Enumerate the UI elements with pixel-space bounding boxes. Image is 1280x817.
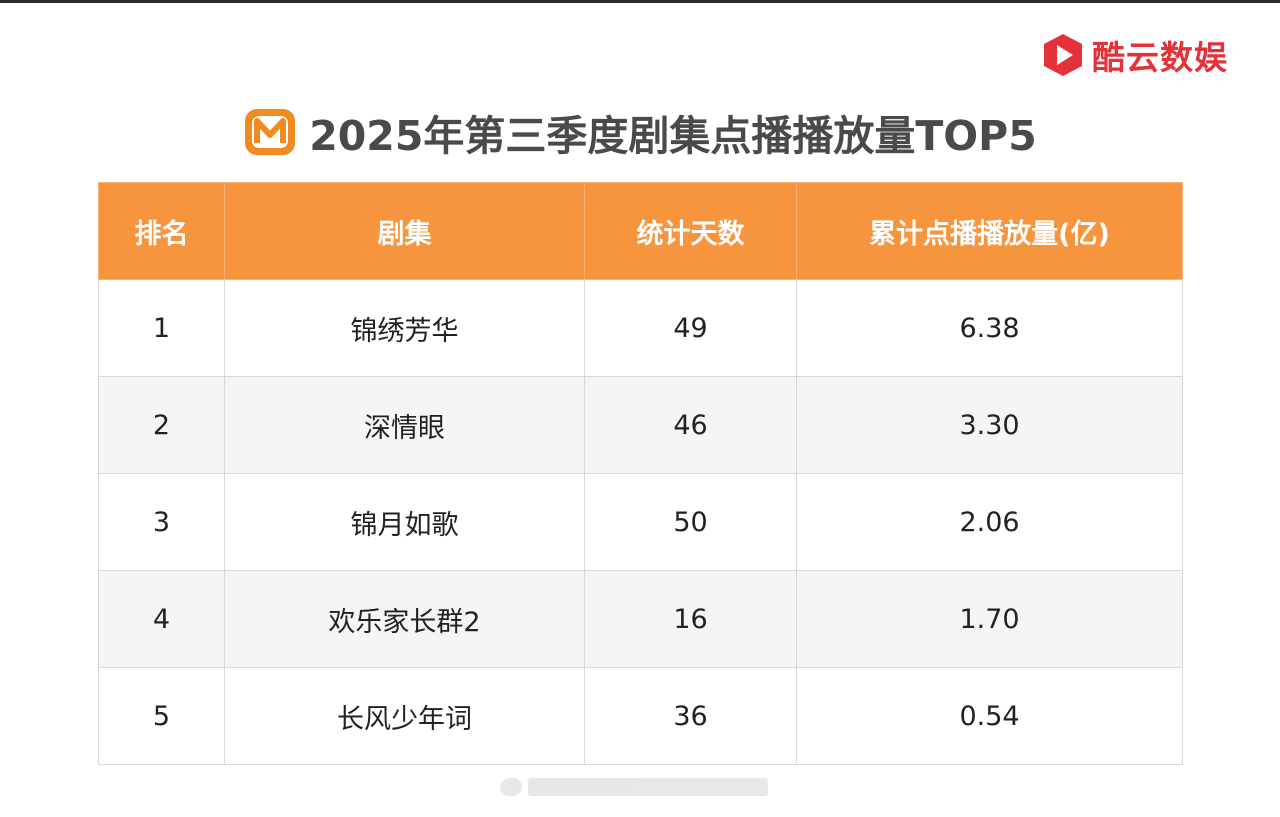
title-row: 2025年第三季度剧集点播播放量TOP5: [0, 100, 1280, 164]
table-header-row: 排名 剧集 统计天数 累计点播播放量(亿): [98, 182, 1183, 280]
cell-views: 1.70: [796, 570, 1183, 668]
cell-title: 长风少年词: [224, 667, 585, 765]
cell-title: 欢乐家长群2: [224, 570, 585, 668]
cell-rank: 4: [98, 570, 225, 668]
page-title: 2025年第三季度剧集点播播放量TOP5: [309, 112, 1037, 160]
table-row: 5 长风少年词 36 0.54: [98, 667, 1183, 765]
header-days: 统计天数: [584, 182, 797, 280]
table-row: 1 锦绣芳华 49 6.38: [98, 279, 1183, 377]
cell-days: 16: [584, 570, 797, 668]
top-border: [0, 0, 1280, 3]
cell-views: 0.54: [796, 667, 1183, 765]
ranking-table: 排名 剧集 统计天数 累计点播播放量(亿) 1 锦绣芳华 49 6.38 2 深…: [98, 182, 1183, 765]
watermark-text-blur: [528, 778, 768, 796]
cell-rank: 1: [98, 279, 225, 377]
cell-days: 46: [584, 376, 797, 474]
watermark-avatar: [500, 778, 522, 796]
brand-logo-group: 酷云数娱: [1040, 30, 1228, 80]
table-row: 4 欢乐家长群2 16 1.70: [98, 570, 1183, 668]
brand-name: 酷云数娱: [1092, 38, 1228, 77]
cell-title: 锦绣芳华: [224, 279, 585, 377]
cell-views: 3.30: [796, 376, 1183, 474]
cell-days: 49: [584, 279, 797, 377]
header-rank: 排名: [98, 182, 225, 280]
mango-tv-logo-icon: [245, 109, 296, 155]
play-hexagon-icon: [1044, 34, 1082, 76]
cell-days: 50: [584, 473, 797, 571]
cell-views: 2.06: [796, 473, 1183, 571]
cell-views: 6.38: [796, 279, 1183, 377]
table-row: 2 深情眼 46 3.30: [98, 376, 1183, 474]
cell-rank: 5: [98, 667, 225, 765]
header-views: 累计点播播放量(亿): [796, 182, 1183, 280]
cell-title: 锦月如歌: [224, 473, 585, 571]
cell-rank: 2: [98, 376, 225, 474]
blurred-watermark: [500, 773, 785, 801]
cell-rank: 3: [98, 473, 225, 571]
cell-days: 36: [584, 667, 797, 765]
header-title: 剧集: [224, 182, 585, 280]
table-row: 3 锦月如歌 50 2.06: [98, 473, 1183, 571]
cell-title: 深情眼: [224, 376, 585, 474]
